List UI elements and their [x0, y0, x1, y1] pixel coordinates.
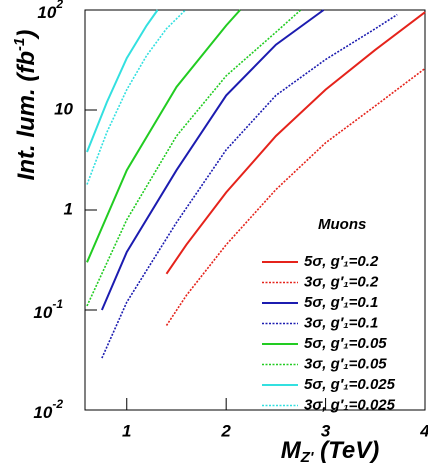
y-tick-exp: 2	[55, 0, 63, 11]
x-label-main: M	[281, 437, 302, 464]
y-tick-exp: -2	[52, 397, 63, 411]
y-tick-label: 102	[37, 0, 63, 22]
y-tick-base: 10	[33, 303, 52, 322]
legend-label: 5σ, g′₁=0.05	[304, 335, 387, 352]
series-line	[165, 11, 426, 275]
series-line	[100, 9, 325, 311]
x-label-sub: Z'	[300, 449, 314, 466]
x-axis-label: MZ' (TeV)	[281, 437, 380, 466]
x-label-rest: (TeV)	[313, 437, 379, 464]
x-tick-label: 3	[321, 421, 331, 440]
y-tick-exp: -1	[52, 297, 63, 311]
y-axis-label: Int. lum. (fb-1)	[11, 30, 40, 181]
series-line	[86, 9, 186, 185]
series-line	[86, 9, 159, 153]
y-label-rest: )	[13, 30, 40, 41]
series-line	[165, 67, 426, 326]
y-tick-label: 10-2	[33, 397, 63, 422]
y-label-main: Int. lum. (fb	[13, 51, 40, 180]
y-tick-label: 10	[54, 99, 73, 118]
x-tick-label: 4	[419, 421, 428, 440]
series-line	[86, 9, 241, 263]
legend-label: 3σ, g′₁=0.025	[304, 396, 396, 413]
x-tick-label: 1	[122, 421, 131, 440]
legend-label: 5σ, g′₁=0.1	[304, 294, 378, 311]
series-line	[86, 9, 302, 307]
legend-label: 3σ, g′₁=0.1	[304, 314, 378, 331]
y-label-sup: -1	[11, 38, 28, 51]
y-tick-label: 10-1	[33, 297, 63, 322]
x-tick-label: 2	[220, 421, 231, 440]
legend-label: 3σ, g′₁=0.05	[304, 355, 387, 372]
series-line	[101, 13, 398, 359]
y-tick-base: 10	[33, 403, 52, 422]
legend-label: 5σ, g′₁=0.2	[304, 253, 379, 270]
y-tick-base: 10	[37, 3, 56, 22]
legend-label: 5σ, g′₁=0.025	[304, 376, 396, 393]
legend-title: Muons	[318, 216, 366, 233]
legend-label: 3σ, g′₁=0.2	[304, 273, 379, 290]
y-tick-label: 1	[64, 199, 73, 218]
